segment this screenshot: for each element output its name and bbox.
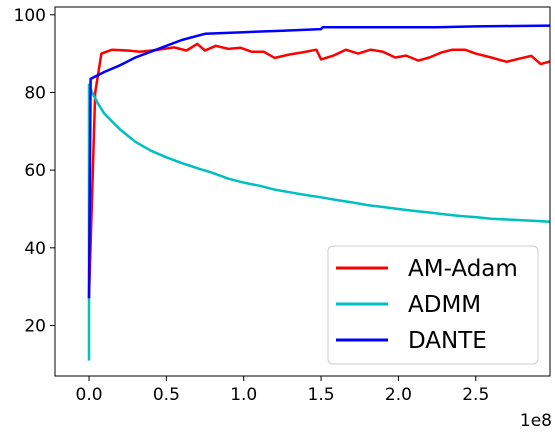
y-tick-label: 80 xyxy=(24,83,46,103)
x-tick-label: 1.0 xyxy=(230,385,257,405)
plot-frame xyxy=(54,6,551,377)
y-tick-label: 60 xyxy=(24,161,46,181)
series-line-dante xyxy=(87,24,550,299)
x-tick-label: 0.0 xyxy=(76,385,103,405)
x-tick-label: 2.0 xyxy=(385,385,412,405)
legend-label-admm: ADMM xyxy=(408,292,481,318)
x-tick-label: 2.5 xyxy=(462,385,489,405)
y-tick-label: 20 xyxy=(24,317,46,337)
series-line-admm xyxy=(87,83,550,361)
series-layer xyxy=(87,24,550,361)
y-axis: 20 40 60 80 100 xyxy=(14,6,55,337)
y-tick-label: 100 xyxy=(14,6,46,26)
legend-frame xyxy=(327,245,539,365)
x-tick-label: 1.5 xyxy=(308,385,335,405)
legend-label-dante: DANTE xyxy=(408,328,487,354)
series-line-am-adam xyxy=(87,42,550,299)
legend-label-am-adam: AM-Adam xyxy=(408,256,518,282)
y-tick-label: 40 xyxy=(24,239,46,259)
x-axis-offset-label: 1e8 xyxy=(520,411,552,431)
x-axis: 0.0 0.5 1.0 1.5 2.0 2.5 xyxy=(76,376,489,405)
legend: AM-Adam ADMM DANTE xyxy=(327,245,539,365)
x-tick-label: 0.5 xyxy=(153,385,180,405)
